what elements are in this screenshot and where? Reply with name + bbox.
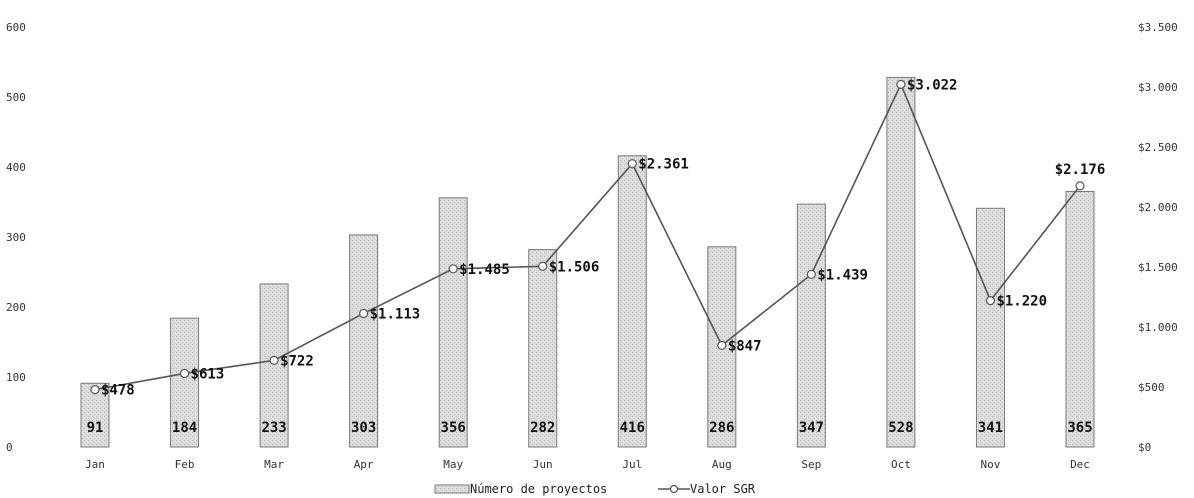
line-value-label: $613 [191,366,225,382]
right-axis-tick-label: $3.500 [1138,21,1178,34]
legend-line-marker-icon [669,484,679,494]
left-axis-tick-label: 400 [6,161,26,174]
line-value-label: $722 [280,353,314,369]
bar [975,207,1005,448]
bar [528,249,558,448]
right-axis-tick-label: $1.500 [1138,261,1178,274]
legend-bar-label: Número de proyectos [470,482,607,496]
line-series [90,79,1085,395]
x-axis-tick-label: May [443,458,463,471]
legend-bar-swatch [434,484,470,494]
line-value-label: $1.113 [370,306,421,322]
bar [707,246,737,448]
x-axis-tick-label: Jun [533,458,553,471]
line-value-label: $1.220 [996,294,1047,310]
x-axis-tick-label: Jan [85,458,105,471]
x-axis-tick-label: Mar [264,458,284,471]
left-axis-tick-label: 200 [6,301,26,314]
bar-value-label: 356 [441,420,466,436]
bar-value-labels: 91 184 233 303 356 282 416 286 347 528 341 365 [87,420,1093,436]
line-point [896,79,906,89]
line-value-label: $2.176 [1055,162,1106,178]
line-point [806,269,816,279]
line-value-label: $2.361 [638,157,689,173]
bar-series [80,76,1095,448]
line-point [90,385,100,395]
left-axis: 0 100 200 300 400 500 600 [6,21,26,454]
legend: Número de proyectos Valor SGR [434,482,756,496]
bar-value-label: 341 [978,420,1003,436]
bar-value-label: 233 [261,420,286,436]
x-axis-tick-label: Sep [801,458,821,471]
line-path [94,82,1081,391]
right-axis: $0 $500 $1.000 $1.500 $2.000 $2.500 $3.000 $3.5… [1138,21,1178,454]
bar [438,197,468,448]
line-point [627,159,637,169]
bar-value-label: 416 [620,420,645,436]
x-axis-tick-label: Aug [712,458,732,471]
line-value-label: $1.506 [549,259,600,275]
bar-value-label: 184 [172,420,197,436]
line-value-labels: $478 $613 $722 $1.113 $1.485 $1.506 $2.361 $847… [101,77,1105,398]
line-point [538,261,548,271]
line-point [179,368,190,379]
bar [349,234,379,448]
bar-value-label: 528 [888,420,913,436]
bar-value-label: 303 [351,420,376,436]
line-point [1075,181,1085,191]
right-axis-tick-label: $500 [1138,381,1165,394]
line-value-label: $847 [728,338,762,354]
right-axis-tick-label: $3.000 [1138,81,1178,94]
x-axis-tick-label: Nov [981,458,1001,471]
x-axis-tick-label: Jul [622,458,642,471]
bar-value-label: 91 [87,420,104,436]
left-axis-tick-label: 0 [6,441,13,454]
x-axis-tick-label: Oct [891,458,911,471]
line-value-label: $478 [101,383,135,399]
bar [796,203,826,448]
legend-line-label: Valor SGR [690,482,756,496]
line-point [448,264,458,274]
bar [259,283,289,448]
line-value-label: $1.439 [817,267,868,283]
right-axis-tick-label: $2.500 [1138,141,1178,154]
bar [170,317,200,448]
bar-value-label: 286 [709,420,734,436]
left-axis-tick-label: 600 [6,21,26,34]
right-axis-tick-label: $1.000 [1138,321,1178,334]
line-point [717,340,727,350]
bar-value-label: 347 [799,420,824,436]
left-axis-tick-label: 300 [6,231,26,244]
x-axis-tick-label: Dec [1070,458,1090,471]
x-axis-tick-label: Apr [354,458,374,471]
bar [617,155,647,448]
line-point [985,296,996,306]
left-axis-tick-label: 100 [6,371,26,384]
bar [886,76,916,448]
line-point [359,308,369,319]
right-axis-tick-label: $0 [1138,441,1151,454]
line-point [269,355,279,365]
x-axis-tick-label: Feb [175,458,195,471]
right-axis-tick-label: $2.000 [1138,201,1178,214]
left-axis-tick-label: 500 [6,91,26,104]
line-value-label: $1.485 [459,262,510,278]
bar [1065,191,1095,448]
line-value-label: $3.022 [907,77,958,93]
x-axis: Jan Feb Mar Apr May Jun Jul Aug Sep Oct Nov Dec [85,458,1090,471]
bar-value-label: 282 [530,420,555,436]
bar-value-label: 365 [1067,420,1092,436]
